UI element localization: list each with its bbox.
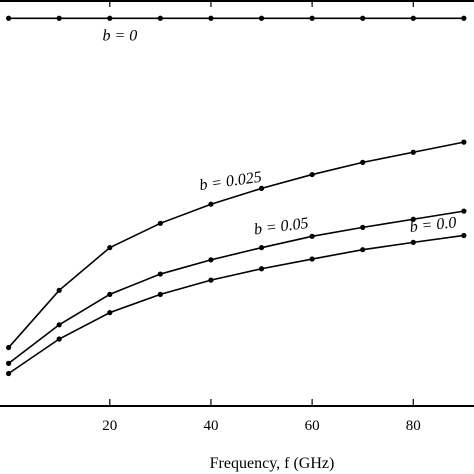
data-point bbox=[5, 370, 12, 377]
data-point bbox=[56, 322, 62, 328]
data-point bbox=[461, 139, 467, 145]
data-point bbox=[461, 15, 467, 21]
data-point bbox=[309, 171, 315, 178]
x-tick-label: 40 bbox=[203, 418, 218, 434]
data-point bbox=[258, 15, 265, 21]
x-axis-title: Frequency, f (GHz) bbox=[210, 455, 335, 472]
data-point bbox=[107, 291, 113, 297]
data-point bbox=[5, 15, 12, 21]
data-point bbox=[208, 201, 214, 207]
series-annotation: b = 0.0 bbox=[409, 214, 457, 236]
data-point bbox=[360, 247, 366, 253]
data-point bbox=[258, 266, 265, 272]
data-point bbox=[107, 15, 113, 21]
data-point bbox=[5, 360, 12, 366]
series-annotation: b = 0.05 bbox=[253, 215, 309, 239]
data-point bbox=[461, 208, 467, 214]
data-point bbox=[56, 15, 62, 21]
data-point bbox=[157, 15, 163, 21]
data-point bbox=[5, 344, 12, 351]
data-point bbox=[56, 287, 62, 293]
data-point bbox=[410, 216, 416, 222]
data-point bbox=[461, 232, 467, 239]
series-line-3 bbox=[8, 234, 464, 375]
x-tick-label: 60 bbox=[305, 418, 320, 434]
series-annotation: b = 0 bbox=[102, 27, 137, 44]
data-point bbox=[360, 159, 366, 165]
series-line-1 bbox=[8, 141, 465, 349]
data-point bbox=[208, 15, 214, 21]
data-point bbox=[157, 271, 163, 277]
x-tick-label: 20 bbox=[102, 418, 117, 434]
data-point bbox=[208, 257, 214, 263]
data-point bbox=[208, 277, 214, 283]
data-point bbox=[309, 233, 315, 239]
data-point bbox=[410, 149, 416, 155]
series-line-2 bbox=[8, 210, 465, 365]
data-point bbox=[107, 245, 113, 251]
data-point bbox=[258, 245, 265, 251]
data-point bbox=[309, 15, 315, 21]
data-point bbox=[56, 336, 62, 342]
data-point bbox=[360, 224, 366, 230]
data-point bbox=[410, 239, 416, 245]
data-point bbox=[157, 220, 163, 226]
data-point bbox=[157, 291, 163, 297]
x-tick-label: 80 bbox=[406, 418, 421, 434]
data-point bbox=[107, 310, 113, 316]
data-point bbox=[309, 256, 315, 262]
data-point bbox=[258, 185, 265, 191]
data-point bbox=[360, 15, 366, 21]
data-point bbox=[410, 15, 416, 21]
